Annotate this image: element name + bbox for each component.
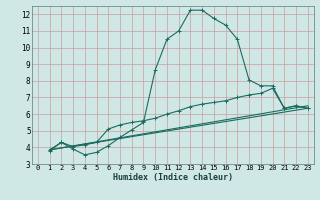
X-axis label: Humidex (Indice chaleur): Humidex (Indice chaleur) bbox=[113, 173, 233, 182]
